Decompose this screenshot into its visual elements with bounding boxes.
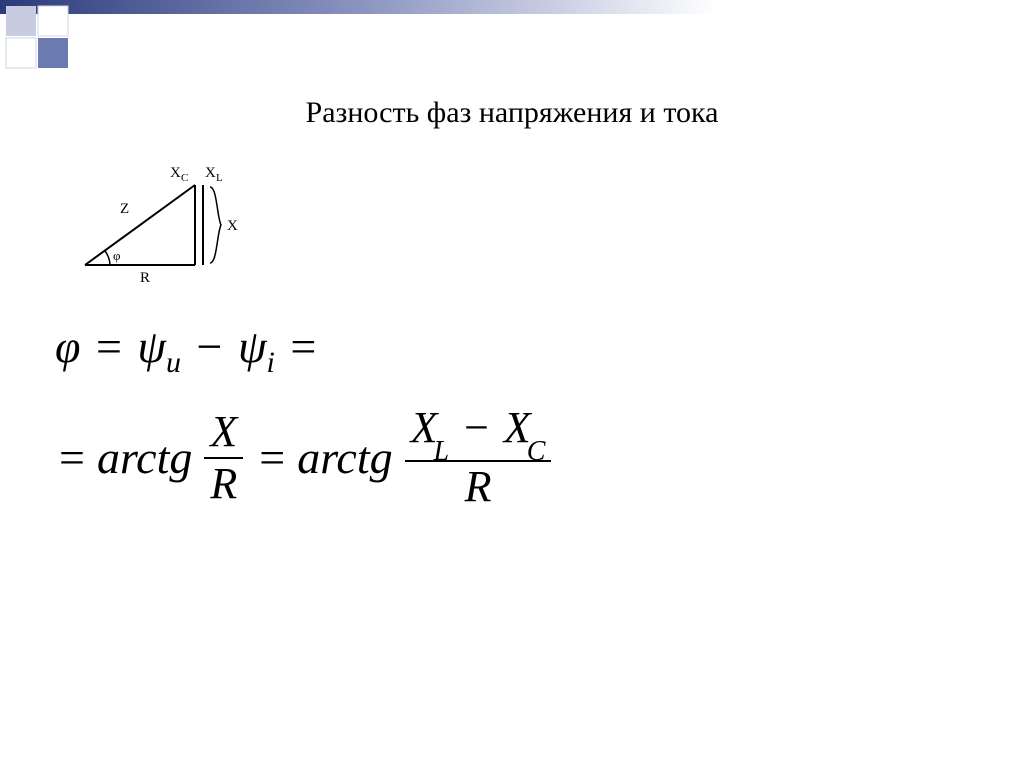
equation-phase-difference: φ = ψu − ψi = [55, 320, 320, 380]
subscript-l: L [434, 436, 450, 467]
slide-corner-decoration [0, 0, 1024, 80]
subscript-u: u [166, 346, 181, 379]
op-minus: − [181, 321, 238, 372]
symbol-psi-i: ψ [238, 321, 267, 372]
fraction-xl-minus-xc-over-r: XL − XC R [405, 405, 552, 510]
fn-arctg-1: arctg [97, 431, 192, 484]
frac2-denominator: R [459, 464, 498, 510]
op-minus-2: − [449, 403, 504, 452]
subscript-i: i [267, 346, 275, 379]
svg-text:L: L [216, 172, 223, 184]
slide-title: Разность фаз напряжения и тока [0, 96, 1024, 130]
equation-arctg: = arctg X R = arctg XL − XC R [55, 405, 555, 510]
op-equals-lead: = [55, 431, 89, 484]
op-equals-trailing: = [275, 321, 320, 372]
frac1-numerator: X [204, 409, 243, 455]
svg-text:X: X [227, 218, 238, 234]
fraction-x-over-r: X R [204, 409, 243, 507]
svg-text:Z: Z [120, 201, 129, 217]
fn-arctg-2: arctg [297, 431, 392, 484]
svg-text:C: C [181, 172, 188, 184]
svg-text:X: X [170, 165, 181, 181]
svg-text:φ: φ [113, 248, 121, 263]
impedance-triangle-diagram: X C X L Z X R φ [75, 155, 255, 285]
svg-text:R: R [140, 270, 150, 285]
symbol-phi: φ [55, 321, 80, 372]
op-equals-mid: = [255, 431, 289, 484]
op-equals: = [80, 321, 137, 372]
subscript-c: C [527, 436, 546, 467]
svg-text:X: X [205, 165, 216, 181]
frac2-numerator: XL − XC [405, 405, 552, 458]
symbol-psi-u: ψ [137, 321, 166, 372]
frac1-denominator: R [204, 461, 243, 507]
